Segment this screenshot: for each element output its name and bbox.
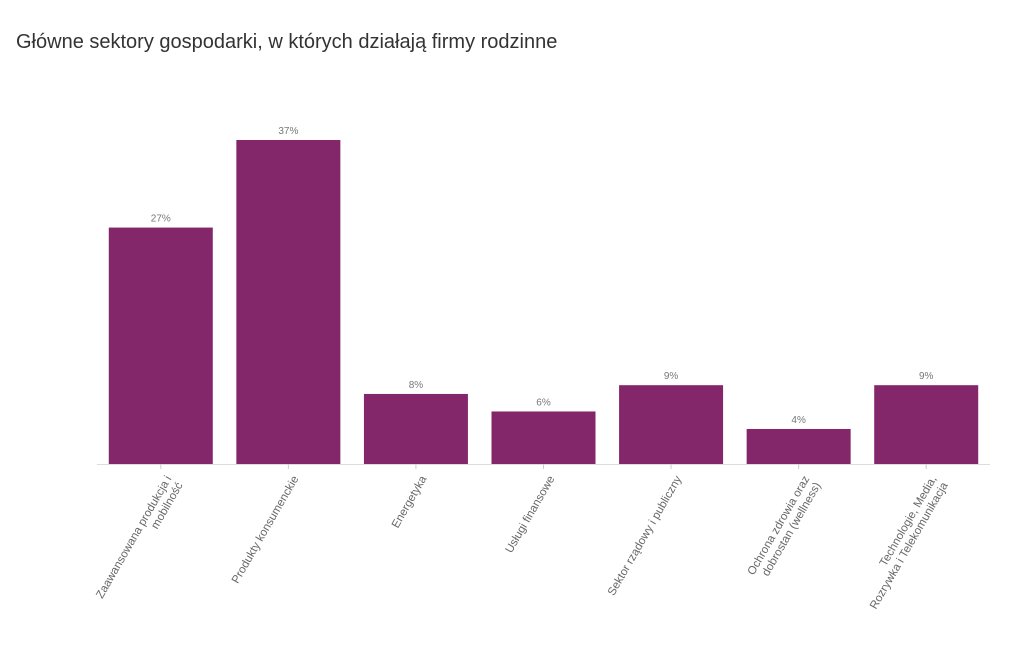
value-label: 27%: [151, 214, 171, 225]
value-label: 9%: [919, 371, 934, 382]
bar: [363, 393, 468, 464]
value-label: 8%: [409, 380, 424, 391]
bar: [108, 227, 213, 464]
bar: [874, 385, 979, 464]
value-label: 4%: [791, 415, 806, 426]
bar: [236, 140, 341, 464]
chart-title: Główne sektory gospodarki, w których dzi…: [16, 31, 557, 53]
bar: [619, 385, 724, 464]
value-label: 6%: [536, 397, 551, 408]
bar: [746, 428, 851, 464]
bar: [491, 411, 596, 464]
value-label: 9%: [664, 371, 679, 382]
value-label: 37%: [278, 126, 298, 137]
